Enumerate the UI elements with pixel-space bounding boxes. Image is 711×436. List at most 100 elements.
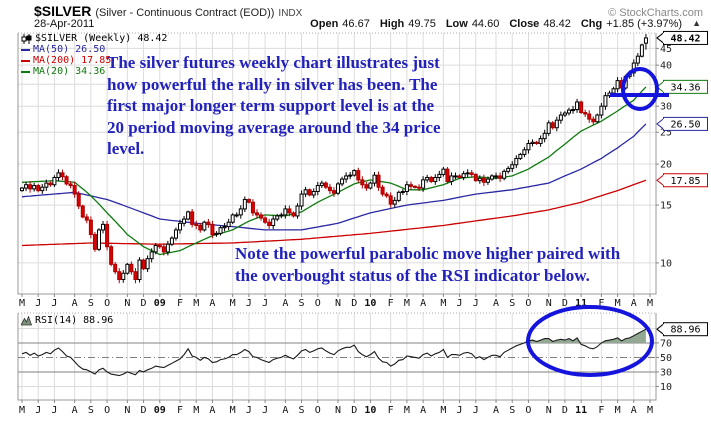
chart-date: 28-Apr-2011 — [34, 18, 95, 30]
ma50-line — [21, 123, 647, 231]
ma200-label: MA(200) 17.85 — [33, 55, 112, 66]
price-flag-labels: 48.42 34.36 26.50 17.85 — [656, 30, 708, 188]
svg-text:F: F — [177, 405, 183, 416]
svg-text:M: M — [404, 298, 410, 309]
svg-text:F: F — [388, 405, 394, 416]
svg-text:30: 30 — [660, 102, 672, 113]
price-ellipse-annotation — [621, 67, 659, 111]
ma200-swatch — [21, 59, 30, 62]
symbol-description: (Silver - Continuous Contract (EOD)) — [95, 7, 275, 19]
svg-text:A: A — [282, 405, 288, 416]
svg-text:O: O — [315, 405, 321, 416]
svg-text:M: M — [404, 405, 410, 416]
svg-text:J: J — [457, 405, 463, 416]
change-value: +1.85 (+3.97%) — [606, 18, 683, 30]
ma20-label: MA(20) 34.36 — [33, 66, 106, 77]
svg-text:M: M — [615, 298, 621, 309]
close-value: 48.42 — [543, 18, 571, 30]
exchange-label: INDX — [278, 8, 303, 19]
svg-text:D: D — [141, 405, 147, 416]
chart-legend: $SILVER (Weekly) 48.42 MA(50) 26.50 MA(2… — [21, 33, 167, 77]
ticker-symbol: $SILVER — [34, 3, 92, 19]
analyst-shape-annotations — [526, 67, 669, 377]
svg-text:O: O — [104, 405, 110, 416]
svg-text:F: F — [177, 298, 183, 309]
svg-text:34.36: 34.36 — [670, 82, 700, 93]
svg-text:F: F — [388, 298, 394, 309]
svg-text:O: O — [525, 298, 531, 309]
ma50-label: MA(50) 26.50 — [33, 44, 106, 55]
svg-text:J: J — [262, 405, 268, 416]
quote-row: 28-Apr-2011 Open 46.67 High 49.75 Low 44.60… — [34, 18, 701, 30]
svg-text:J: J — [246, 298, 252, 309]
svg-text:J: J — [473, 405, 479, 416]
svg-text:20: 20 — [660, 160, 672, 171]
svg-text:48.42: 48.42 — [670, 33, 700, 44]
svg-text:D: D — [562, 298, 568, 309]
svg-text:A: A — [209, 298, 215, 309]
annotation-note-support: The silver futures weekly chart illustra… — [107, 53, 441, 158]
price-axis-labels: 45 40 30 25 20 15 10 — [656, 44, 672, 269]
legend-ma50: MA(50) 26.50 — [21, 44, 167, 55]
svg-text:10: 10 — [660, 258, 672, 269]
svg-text:N: N — [546, 405, 552, 416]
rsi-line — [21, 328, 647, 377]
svg-text:O: O — [315, 298, 321, 309]
svg-text:M: M — [19, 298, 25, 309]
svg-text:A: A — [493, 405, 499, 416]
svg-text:A: A — [282, 298, 288, 309]
svg-text:D: D — [351, 405, 357, 416]
svg-text:11: 11 — [575, 405, 587, 416]
legend-ma20: MA(20) 34.36 — [21, 66, 167, 77]
svg-text:M: M — [230, 405, 236, 416]
svg-text:A: A — [72, 298, 78, 309]
low-value: 44.60 — [471, 18, 500, 30]
svg-text:09: 09 — [154, 298, 166, 309]
svg-text:26.50: 26.50 — [670, 119, 700, 130]
candlestick-series — [20, 34, 648, 284]
svg-text:10: 10 — [364, 405, 376, 416]
svg-text:J: J — [51, 405, 57, 416]
svg-text:J: J — [246, 405, 252, 416]
svg-text:J: J — [35, 298, 41, 309]
svg-text:M: M — [647, 298, 653, 309]
svg-text:A: A — [493, 298, 499, 309]
svg-text:25: 25 — [660, 128, 672, 139]
svg-text:J: J — [51, 298, 57, 309]
annotation-note-rsi: Note the powerful parabolic move higher … — [235, 244, 621, 285]
open-value: 46.67 — [342, 18, 370, 30]
x-axis-month-labels: MMJJJJAASSOONNDD0909FFMMAAMMJJJJAASSOONN… — [19, 298, 653, 416]
svg-text:17.85: 17.85 — [670, 176, 700, 187]
svg-text:09: 09 — [154, 405, 166, 416]
svg-text:S: S — [509, 405, 515, 416]
svg-text:70: 70 — [660, 338, 672, 349]
mountain-icon — [21, 315, 32, 325]
high-value: 49.75 — [408, 18, 436, 30]
legend-main-label: $SILVER (Weekly) 48.42 — [35, 33, 168, 44]
chart-header: $SILVER (Silver - Continuous Contract (EO… — [34, 3, 703, 21]
stockcharts-credit-link[interactable]: © StockCharts.com — [608, 7, 703, 19]
svg-text:M: M — [19, 405, 25, 416]
svg-text:M: M — [193, 298, 199, 309]
panel-borders — [17, 32, 657, 403]
legend-main-series: $SILVER (Weekly) 48.42 — [21, 33, 167, 44]
title-line: $SILVER (Silver - Continuous Contract (EO… — [34, 3, 302, 21]
open-label: Open — [310, 18, 339, 30]
rsi-series — [21, 328, 647, 377]
rsi-indicator-label: RSI(14) 88.96 — [21, 315, 113, 326]
svg-text:A: A — [420, 298, 426, 309]
svg-text:J: J — [473, 298, 479, 309]
svg-text:M: M — [440, 405, 446, 416]
svg-text:S: S — [299, 405, 305, 416]
svg-text:N: N — [124, 298, 130, 309]
svg-text:M: M — [193, 405, 199, 416]
svg-text:D: D — [562, 405, 568, 416]
svg-text:J: J — [35, 405, 41, 416]
svg-text:40: 40 — [660, 61, 672, 72]
ma50-swatch — [21, 48, 30, 51]
svg-text:S: S — [299, 298, 305, 309]
svg-text:A: A — [72, 405, 78, 416]
svg-text:88.96: 88.96 — [670, 325, 700, 336]
